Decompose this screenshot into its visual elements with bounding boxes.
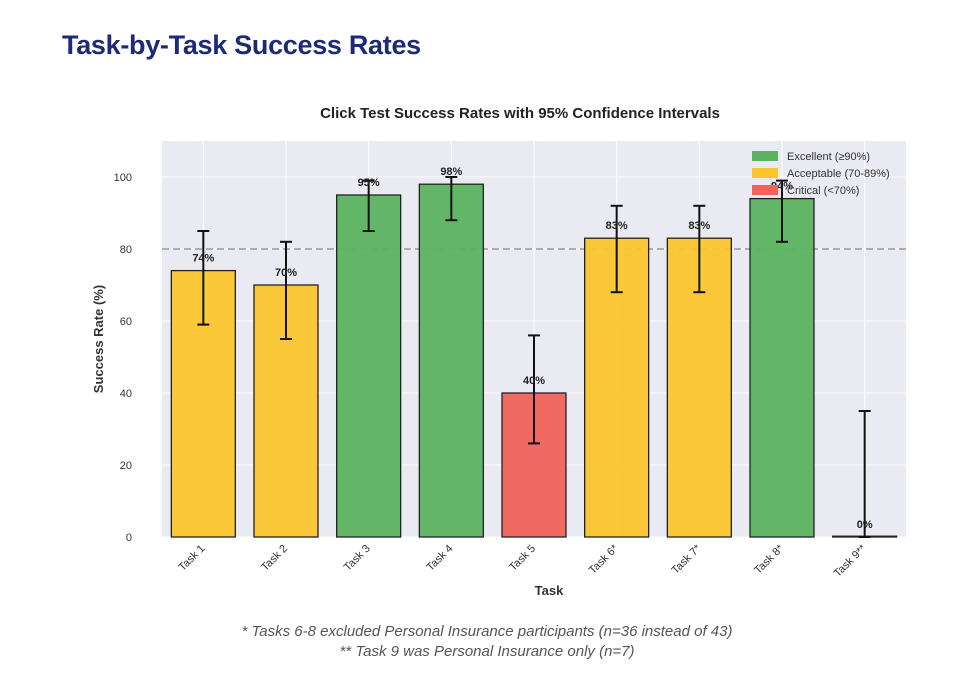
value-label: 83%: [606, 220, 628, 232]
x-tick-label: Task 2: [259, 543, 290, 574]
value-label: 74%: [192, 253, 214, 265]
error-bars-group: [197, 176, 871, 538]
legend-swatch-critical: [752, 185, 778, 195]
legend-label-acceptable: Acceptable (70-89%): [787, 168, 890, 180]
legend: Excellent (≥90%) Acceptable (70-89%) Criti…: [752, 151, 890, 197]
y-tick-label: 100: [114, 172, 132, 184]
value-label: 98%: [440, 166, 462, 178]
x-tick-label: Task 7*: [669, 542, 704, 577]
legend-label-excellent: Excellent (≥90%): [787, 151, 870, 163]
y-tick-label: 20: [120, 460, 132, 472]
y-axis-ticks: 0 20 40 60 80 100: [114, 172, 132, 544]
x-axis-label: Task: [535, 583, 564, 598]
value-label: 95%: [358, 177, 380, 189]
legend-label-critical: Critical (<70%): [787, 185, 859, 197]
bar: [336, 194, 402, 538]
bar-chart: Click Test Success Rates with 95% Confid…: [91, 105, 906, 598]
y-tick-label: 60: [120, 316, 132, 328]
bar: [418, 183, 484, 538]
y-axis-label: Success Rate (%): [91, 285, 106, 393]
x-tick-label: Task 6*: [587, 542, 622, 577]
footnote-1: * Tasks 6-8 excluded Personal Insurance …: [241, 623, 733, 640]
x-tick-label: Task 5: [507, 543, 538, 574]
y-tick-label: 40: [120, 388, 132, 400]
bar: [749, 197, 815, 538]
value-labels-group: 74%70%95%98%40%83% 83%94%0%: [192, 166, 873, 531]
x-tick-label: Task 9**: [832, 542, 870, 580]
value-label: 83%: [688, 220, 710, 232]
chart-title: Click Test Success Rates with 95% Confid…: [320, 105, 720, 122]
y-tick-label: 80: [120, 244, 132, 256]
legend-swatch-excellent: [752, 151, 778, 161]
value-label: 70%: [275, 267, 297, 279]
x-tick-label: Task 8*: [752, 542, 787, 577]
x-axis-ticks: Task 1 Task 2 Task 3 Task 4 Task 5 Task 6* Tas…: [176, 542, 869, 580]
y-tick-label: 0: [126, 532, 132, 544]
legend-swatch-acceptable: [752, 168, 778, 178]
x-tick-label: Task 4: [424, 543, 455, 574]
value-label: 0%: [857, 519, 873, 531]
page-title: Task-by-Task Success Rates: [62, 30, 421, 60]
footnotes: * Tasks 6-8 excluded Personal Insurance …: [0, 622, 974, 662]
value-label: 40%: [523, 375, 545, 387]
footnote-2: ** Task 9 was Personal Insurance only (n…: [339, 643, 635, 660]
x-tick-label: Task 3: [342, 543, 373, 574]
x-tick-label: Task 1: [176, 543, 207, 574]
